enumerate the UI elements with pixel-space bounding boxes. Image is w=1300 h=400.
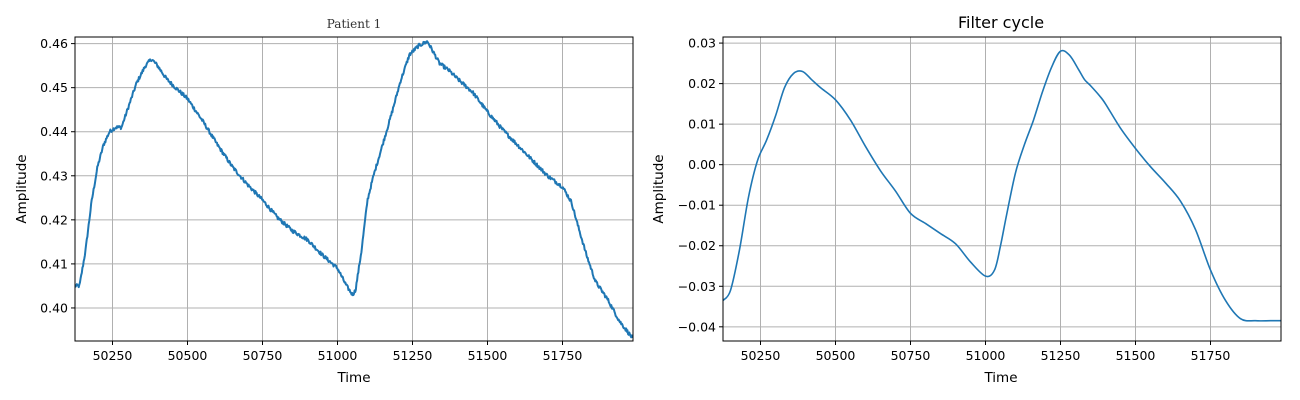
x-tick-label: 50750 <box>243 348 283 363</box>
y-tick-label: −0.03 <box>678 279 716 294</box>
y-axis-label: Amplitude <box>651 154 667 223</box>
series-line <box>723 49 1281 322</box>
y-tick-label: 0.00 <box>688 157 716 172</box>
grid <box>723 37 1281 341</box>
series-line <box>75 40 633 339</box>
x-tick-label: 51750 <box>1191 348 1231 363</box>
y-tick-label: 0.40 <box>40 300 68 315</box>
x-tick-label: 50250 <box>741 348 781 363</box>
x-tick-label: 51000 <box>318 348 358 363</box>
y-tick-label: 0.01 <box>688 117 716 132</box>
y-tick-label: 0.43 <box>40 168 68 183</box>
plot-frame <box>722 36 1282 342</box>
x-tick-label: 51500 <box>1116 348 1156 363</box>
y-tick-label: 0.03 <box>688 36 716 51</box>
series-group <box>75 40 633 339</box>
y-tick-label: 0.42 <box>40 212 68 227</box>
x-ticks: 50250 50500 50750 51000 51250 51500 51750 <box>741 341 1231 363</box>
subplot-filter-cycle: Filter cycle 50250 50500 50750 51000 51250 51… <box>651 13 1282 386</box>
y-ticks: −0.04 −0.03 −0.02 −0.01 0.00 0.01 0.02 0.03 <box>678 36 723 334</box>
y-tick-label: 0.02 <box>688 76 716 91</box>
y-tick-label: 0.45 <box>40 80 68 95</box>
x-tick-label: 50750 <box>891 348 931 363</box>
x-tick-label: 51750 <box>543 348 583 363</box>
y-tick-label: 0.41 <box>40 256 68 271</box>
x-ticks: 50250 50500 50750 51000 51250 51500 51750 <box>93 341 583 363</box>
y-tick-label: −0.01 <box>678 198 716 213</box>
series-group <box>723 49 1281 322</box>
x-tick-label: 51250 <box>393 348 433 363</box>
x-tick-label: 51500 <box>468 348 508 363</box>
y-tick-label: 0.46 <box>40 36 68 51</box>
x-tick-label: 50250 <box>93 348 133 363</box>
y-ticks: 0.40 0.41 0.42 0.43 0.44 0.45 0.46 <box>40 36 75 315</box>
x-tick-label: 51000 <box>966 348 1006 363</box>
y-tick-label: 0.44 <box>40 124 68 139</box>
x-tick-label: 51250 <box>1041 348 1081 363</box>
x-axis-label: Time <box>336 370 370 386</box>
grid <box>75 37 633 341</box>
x-tick-label: 50500 <box>168 348 208 363</box>
x-tick-label: 50500 <box>816 348 856 363</box>
subplot-patient-1: Patient 1 50250 50500 50750 51000 51250 51500… <box>14 17 634 386</box>
plot-frame <box>74 36 634 342</box>
y-axis-label: Amplitude <box>14 154 30 223</box>
x-axis-label: Time <box>983 370 1017 386</box>
chart-title: Filter cycle <box>958 13 1044 32</box>
y-tick-label: −0.02 <box>678 238 716 253</box>
y-tick-label: −0.04 <box>678 319 716 334</box>
chart-title: Patient 1 <box>327 17 381 31</box>
